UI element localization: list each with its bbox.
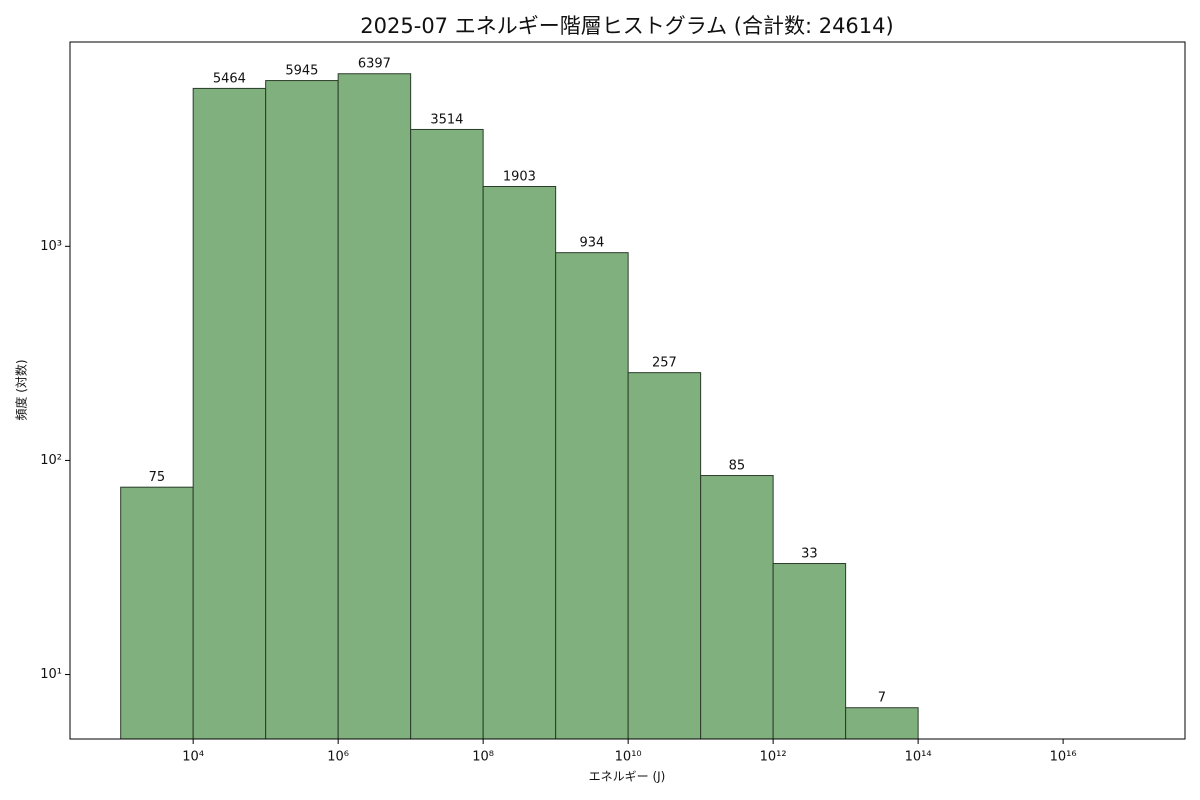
x-tick-label: 10¹⁶ — [1050, 750, 1077, 765]
data-label: 7 — [878, 691, 886, 706]
bar — [555, 252, 629, 740]
data-label: 75 — [149, 470, 166, 485]
y-tick-label: 10¹ — [40, 667, 62, 682]
data-label: 33 — [801, 547, 818, 562]
bar — [627, 372, 702, 740]
bar — [337, 73, 412, 740]
bar — [120, 486, 194, 740]
data-label: 1903 — [503, 169, 536, 184]
data-label: 85 — [729, 459, 746, 474]
data-label: 257 — [652, 356, 677, 371]
bar — [845, 707, 919, 740]
bar — [410, 128, 484, 740]
data-label: 3514 — [430, 112, 463, 127]
y-tick-label: 10³ — [40, 239, 62, 254]
x-tick-label: 10¹⁰ — [615, 750, 642, 765]
x-tick-label: 10¹⁴ — [905, 750, 932, 765]
x-tick-label: 10⁴ — [182, 750, 204, 765]
x-tick-label: 10⁶ — [327, 750, 349, 765]
data-label: 5464 — [213, 71, 246, 86]
bar — [192, 87, 267, 740]
bar — [772, 563, 847, 740]
x-tick-label: 10¹² — [760, 750, 787, 765]
data-label: 934 — [579, 236, 604, 251]
data-label: 6397 — [358, 57, 391, 72]
data-label: 5945 — [285, 64, 318, 79]
bar — [482, 185, 557, 740]
bar — [700, 475, 774, 740]
x-axis-label: エネルギー (J) — [589, 770, 666, 784]
plot-frame — [69, 41, 1186, 740]
y-axis-label: 頻度 (対数) — [14, 359, 29, 420]
y-tick-label: 10² — [40, 453, 62, 468]
chart-title: 2025-07 エネルギー階層ヒストグラム (合計数: 24614) — [360, 14, 893, 38]
bar — [265, 80, 339, 740]
x-tick-label: 10⁸ — [472, 750, 494, 765]
